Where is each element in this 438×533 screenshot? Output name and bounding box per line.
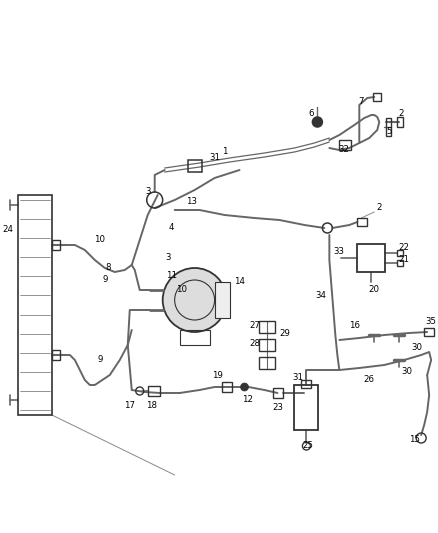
Text: 23: 23 <box>272 403 283 413</box>
Bar <box>339 140 351 150</box>
Text: 14: 14 <box>234 278 245 287</box>
Text: 4: 4 <box>169 223 174 232</box>
Text: 31: 31 <box>292 374 303 383</box>
Text: 8: 8 <box>105 263 110 272</box>
Bar <box>187 160 201 172</box>
Text: 32: 32 <box>339 146 350 155</box>
Text: 3: 3 <box>145 188 151 197</box>
Text: 5: 5 <box>386 127 392 136</box>
Text: 29: 29 <box>279 328 290 337</box>
Bar <box>259 321 276 333</box>
Bar <box>397 117 403 127</box>
Text: 26: 26 <box>364 376 375 384</box>
Text: 11: 11 <box>166 271 177 279</box>
Bar <box>301 380 311 388</box>
Text: 33: 33 <box>334 247 345 256</box>
Bar <box>180 330 210 345</box>
Bar <box>424 328 434 336</box>
Circle shape <box>312 117 322 127</box>
Text: 24: 24 <box>3 225 14 235</box>
Bar <box>148 386 160 396</box>
Text: 21: 21 <box>399 255 410 264</box>
Text: 9: 9 <box>97 356 102 365</box>
Text: 9: 9 <box>102 276 107 285</box>
Text: 22: 22 <box>399 244 410 253</box>
Text: 2: 2 <box>377 203 382 212</box>
Text: 10: 10 <box>176 286 187 295</box>
Bar <box>386 118 391 136</box>
Bar <box>215 282 230 318</box>
Bar <box>273 388 283 398</box>
Bar <box>397 250 403 256</box>
Bar <box>222 382 232 392</box>
Text: 12: 12 <box>242 395 253 405</box>
Text: 30: 30 <box>412 343 423 352</box>
Text: 27: 27 <box>249 320 260 329</box>
Bar <box>259 357 276 369</box>
Text: 30: 30 <box>402 367 413 376</box>
Bar <box>52 350 60 360</box>
Text: 10: 10 <box>94 236 105 245</box>
Bar <box>373 93 381 101</box>
Bar <box>357 218 367 226</box>
Text: 35: 35 <box>426 318 437 327</box>
Bar <box>52 240 60 250</box>
Text: 16: 16 <box>349 320 360 329</box>
Text: 19: 19 <box>212 370 223 379</box>
Text: 31: 31 <box>209 154 220 163</box>
Circle shape <box>162 268 226 332</box>
Text: 2: 2 <box>399 109 404 117</box>
Text: 34: 34 <box>316 290 327 300</box>
Text: 3: 3 <box>165 254 170 262</box>
Text: 7: 7 <box>359 96 364 106</box>
Text: 1: 1 <box>222 148 227 157</box>
Text: 13: 13 <box>186 198 197 206</box>
Text: 17: 17 <box>124 400 135 409</box>
Bar <box>357 244 385 272</box>
Bar <box>294 385 318 430</box>
Text: 20: 20 <box>369 286 380 295</box>
Text: 6: 6 <box>309 109 314 117</box>
Text: 15: 15 <box>409 435 420 445</box>
Bar <box>18 195 52 415</box>
Circle shape <box>240 383 248 391</box>
Text: 18: 18 <box>146 400 157 409</box>
Bar <box>397 260 403 266</box>
Text: 25: 25 <box>302 440 313 449</box>
Text: 28: 28 <box>249 338 260 348</box>
Bar <box>259 339 276 351</box>
